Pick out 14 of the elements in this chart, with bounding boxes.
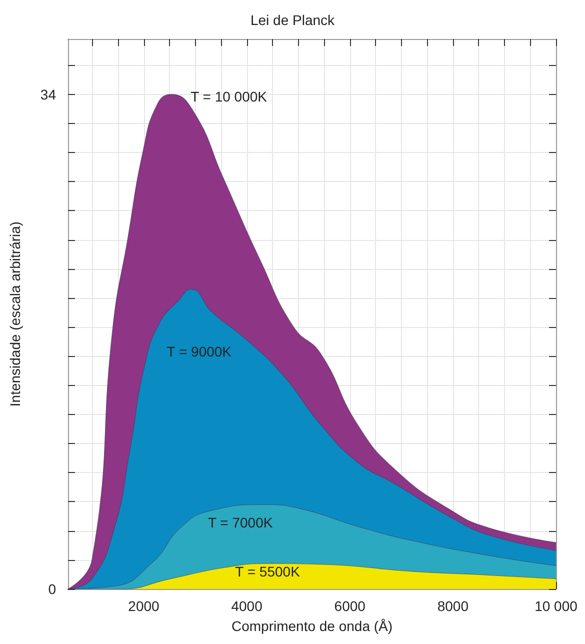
x-tick-label: 4000 (231, 598, 263, 614)
series-label: T = 10 000K (190, 88, 268, 104)
x-tick-label: 2000 (128, 598, 160, 614)
y-tick-label: 0 (48, 581, 56, 597)
y-axis-title: Intensidade (escala arbitrária) (7, 221, 23, 407)
y-tick-label: 34 (40, 86, 56, 102)
x-tick-label: 8000 (437, 598, 469, 614)
series-label: T = 9000K (166, 343, 232, 360)
x-tick-label: 10 000 (534, 598, 578, 614)
chart-title: Lei de Planck (250, 12, 336, 28)
x-tick-label: 6000 (334, 598, 366, 614)
series-label: T = 7000K (208, 514, 274, 531)
series-label: T = 5500K (235, 564, 301, 580)
x-axis-title: Comprimento de onda (Å) (231, 618, 393, 634)
